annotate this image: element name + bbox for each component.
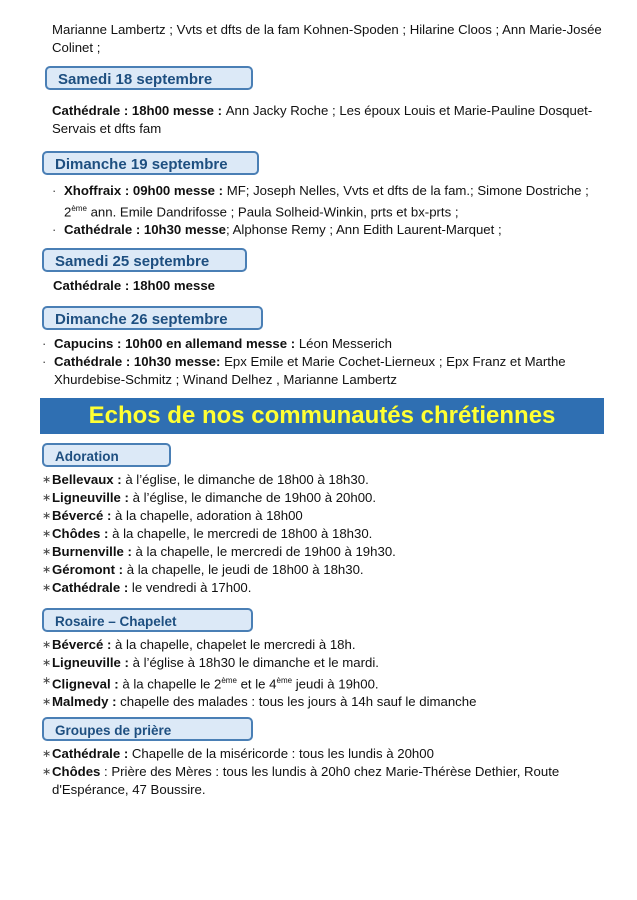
list-item: ∗ Chôdes : Prière des Mères : tous les lu… bbox=[42, 763, 612, 799]
group-header: Adoration bbox=[42, 443, 171, 467]
text-segment: à l’église, le dimanche de 19h00 à 20h00… bbox=[132, 490, 377, 505]
section-body: · Capucins : 10h00 en allemand messe : Lé… bbox=[42, 335, 602, 389]
list-item: ∗ Géromont : à la chapelle, le jeudi de 1… bbox=[42, 561, 612, 579]
place-time-label: Malmedy : bbox=[52, 694, 121, 710]
bullet-icon: · bbox=[42, 336, 47, 351]
section-header: Samedi 18 septembre bbox=[45, 66, 253, 90]
text-segment: Chapelle de la miséricorde : tous les lu… bbox=[131, 746, 434, 761]
text-segment: à l’église, le dimanche de 18h00 à 18h30… bbox=[125, 472, 369, 487]
bullet-icon: · bbox=[52, 222, 57, 238]
list-item: · Cathédrale : 10h30 messe: Epx Emile et … bbox=[42, 353, 602, 389]
text-segment: à la chapelle, adoration à 18h00 bbox=[115, 508, 303, 523]
list-item: ∗ Cathédrale : Chapelle de la miséricorde… bbox=[42, 745, 612, 763]
place-time-label: Cligneval : bbox=[52, 676, 123, 692]
text-segment: à la chapelle le 2 bbox=[122, 676, 222, 692]
list-item: ∗ Bévercé : à la chapelle, adoration à 18… bbox=[42, 507, 612, 525]
place-time-label: Géromont : bbox=[52, 562, 127, 577]
list-item: Cathédrale : 18h00 messe bbox=[53, 277, 613, 295]
text-segment: Marianne Lambertz ; Vvts et dfts de la f… bbox=[52, 22, 602, 55]
group-body: ∗ Cathédrale : Chapelle de la miséricorde… bbox=[42, 745, 612, 799]
list-item: ∗ Ligneuville : à l’église, le dimanche d… bbox=[42, 489, 612, 507]
text-segment: chapelle des malades : tous les jours à … bbox=[120, 694, 477, 710]
place-time-label: Burnenville : bbox=[52, 544, 136, 559]
text-segment: ème bbox=[276, 676, 293, 685]
place-time-label: Cathédrale : 10h30 messe: bbox=[54, 354, 225, 369]
place-time-label: Chôdes bbox=[52, 764, 101, 779]
section-body: Cathédrale : 18h00 messe : Ann Jacky Roc… bbox=[52, 102, 612, 138]
place-time-label: Capucins : 10h00 en allemand messe : bbox=[54, 336, 299, 351]
group-header: Rosaire – Chapelet bbox=[42, 608, 253, 632]
place-time-label: Cathédrale : bbox=[52, 580, 132, 595]
bullet-icon: ∗ bbox=[42, 696, 52, 709]
bullet-icon: ∗ bbox=[42, 748, 52, 760]
text-segment: à la chapelle, chapelet le mercredi à 18… bbox=[115, 637, 356, 652]
text-segment: à la chapelle, le mercredi de 18h00 à 18… bbox=[112, 526, 373, 541]
bullet-icon: ∗ bbox=[42, 657, 52, 669]
list-item: ∗ Bellevaux : à l’église, le dimanche de … bbox=[42, 471, 612, 489]
section-header: Dimanche 26 septembre bbox=[42, 306, 263, 330]
place-time-label: Ligneuville : bbox=[52, 490, 133, 505]
bullet-icon: ∗ bbox=[42, 510, 52, 522]
list-item: Cathédrale : 18h00 messe : Ann Jacky Roc… bbox=[52, 102, 612, 138]
list-item: · Capucins : 10h00 en allemand messe : Lé… bbox=[42, 335, 602, 353]
text-segment: ème bbox=[221, 676, 237, 685]
place-time-label: Xhoffraix : 09h00 messe : bbox=[64, 183, 227, 198]
text-segment: MF; Joseph Nelles, Vvts et dfts de la fa… bbox=[64, 183, 589, 220]
section-header: Samedi 25 septembre bbox=[42, 248, 247, 272]
text-segment: : Prière des Mères : tous les lundis à 2… bbox=[52, 764, 560, 797]
text-segment: ann. Emile Dandrifosse ; Paula Solheid-W… bbox=[86, 204, 459, 220]
list-item: ∗ Bévercé : à la chapelle, chapelet le me… bbox=[42, 636, 612, 654]
text-segment: à la chapelle, le mercredi de 19h00 à 19… bbox=[135, 544, 396, 559]
bullet-icon: ∗ bbox=[42, 474, 52, 486]
place-time-label: Ligneuville : bbox=[52, 655, 133, 670]
text-segment: à l’église à 18h30 le dimanche et le mar… bbox=[132, 655, 379, 670]
bullet-icon: ∗ bbox=[42, 766, 52, 778]
group-body: ∗ Bellevaux : à l’église, le dimanche de … bbox=[42, 471, 612, 597]
text-segment: Epx Emile et Marie Cochet-Lierneux ; Epx… bbox=[54, 354, 566, 387]
bullet-icon: ∗ bbox=[42, 564, 52, 576]
text-segment: ; Alphonse Remy ; Ann Edith Laurent-Marq… bbox=[226, 222, 502, 238]
list-item: ∗ Chôdes : à la chapelle, le mercredi de … bbox=[42, 525, 612, 543]
banner-title: Echos de nos communautés chrétiennes bbox=[40, 398, 604, 434]
place-time-label: Bellevaux : bbox=[52, 472, 126, 487]
group-header: Groupes de prière bbox=[42, 717, 253, 741]
text-segment: ème bbox=[71, 204, 87, 213]
bullet-icon: · bbox=[52, 183, 57, 198]
intro-text: Marianne Lambertz ; Vvts et dfts de la f… bbox=[52, 21, 612, 57]
place-time-label: Cathédrale : 10h30 messe bbox=[64, 222, 226, 238]
bullet-icon: ∗ bbox=[42, 639, 52, 651]
bullet-icon: · bbox=[42, 354, 47, 369]
bullet-icon: ∗ bbox=[42, 528, 52, 540]
group-body: ∗ Bévercé : à la chapelle, chapelet le me… bbox=[42, 636, 612, 711]
place-time-label: Cathédrale : 18h00 messe bbox=[53, 278, 215, 293]
bullet-icon: ∗ bbox=[42, 582, 52, 594]
text-line: Marianne Lambertz ; Vvts et dfts de la f… bbox=[52, 21, 612, 57]
list-item: · Xhoffraix : 09h00 messe : MF; Joseph Ne… bbox=[52, 182, 612, 221]
text-segment: et le 4 bbox=[236, 676, 277, 692]
place-time-label: Cathédrale : 18h00 messe : bbox=[52, 103, 226, 118]
text-segment: à la chapelle, le jeudi de 18h00 à 18h30… bbox=[126, 562, 364, 577]
place-time-label: Bévercé : bbox=[52, 637, 116, 652]
section-body: · Xhoffraix : 09h00 messe : MF; Joseph Ne… bbox=[52, 182, 612, 239]
list-item: ∗ Cathédrale : le vendredi à 17h00. bbox=[42, 579, 612, 597]
section-header: Dimanche 19 septembre bbox=[42, 151, 259, 175]
list-item: ∗ Cligneval : à la chapelle le 2ème et le… bbox=[42, 672, 612, 693]
place-time-label: Bévercé : bbox=[52, 508, 116, 523]
list-item: ∗ Burnenville : à la chapelle, le mercred… bbox=[42, 543, 612, 561]
list-item: ∗ Ligneuville : à l’église à 18h30 le dim… bbox=[42, 654, 612, 672]
section-body: Cathédrale : 18h00 messe bbox=[53, 277, 613, 295]
list-item: · Cathédrale : 10h30 messe; Alphonse Remy… bbox=[52, 221, 612, 239]
bullet-icon: ∗ bbox=[42, 675, 52, 687]
bullet-icon: ∗ bbox=[42, 546, 52, 558]
place-time-label: Chôdes : bbox=[52, 526, 113, 541]
text-segment: Ann Jacky Roche ; Les époux Louis et Mar… bbox=[52, 103, 593, 136]
text-segment: Léon Messerich bbox=[298, 336, 392, 351]
bullet-icon: ∗ bbox=[42, 492, 52, 504]
place-time-label: Cathédrale : bbox=[52, 746, 132, 761]
text-segment: jeudi à 19h00. bbox=[292, 676, 379, 692]
text-segment: le vendredi à 17h00. bbox=[131, 580, 252, 595]
list-item: ∗ Malmedy : chapelle des malades : tous l… bbox=[42, 693, 612, 711]
